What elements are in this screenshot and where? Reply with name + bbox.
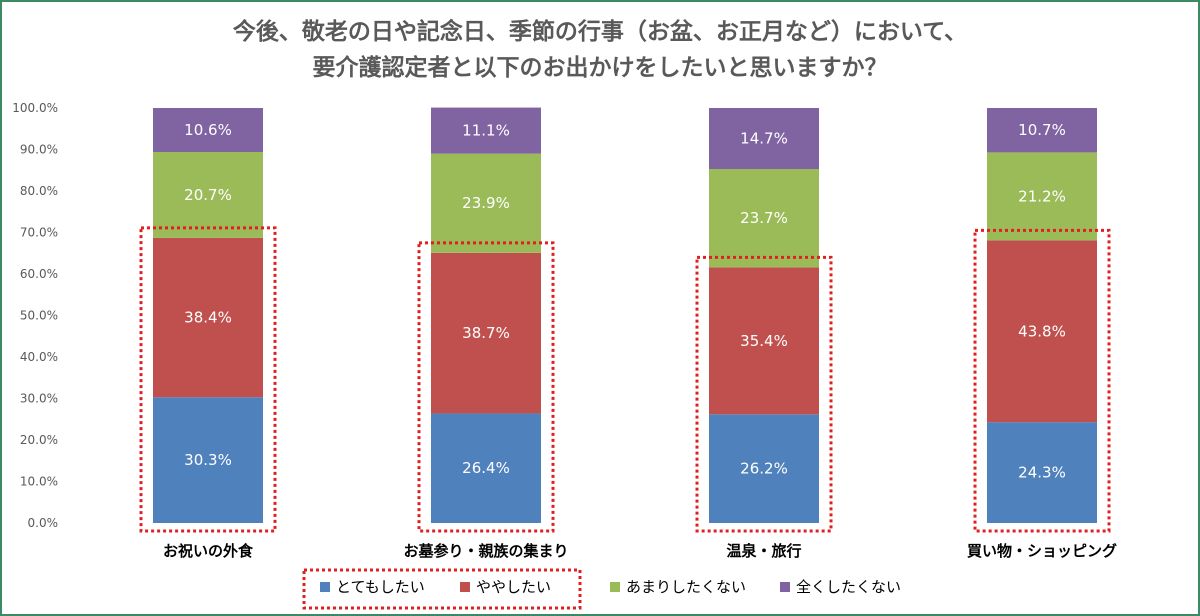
highlight-box-0 (139, 226, 277, 533)
data-label-0-3: 10.6% (184, 121, 232, 139)
legend-label-0: とてもしたい (336, 578, 425, 596)
bar-segment-0-0 (153, 397, 263, 523)
y-tick-label-5: 50.0% (20, 309, 58, 323)
bar-segment-2-2 (709, 169, 819, 268)
y-tick-label-7: 70.0% (20, 226, 58, 240)
legend-swatch-0 (320, 582, 330, 592)
highlight-box-1 (417, 241, 555, 533)
data-label-0-2: 20.7% (184, 186, 232, 204)
bar-segment-2-3 (709, 108, 819, 170)
data-label-0-1: 38.4% (184, 309, 232, 327)
legend-label-3: 全くしたくない (796, 578, 901, 596)
bar-segment-0-2 (153, 151, 263, 238)
data-label-2-0: 26.2% (740, 460, 788, 478)
legend-label-1: ややしたい (476, 578, 551, 596)
chart-title-line-2: 要介護認定者と以下のお出かけをしたいと思いますか？ (312, 55, 888, 81)
y-tick-label-4: 40.0% (20, 350, 58, 364)
legend-swatch-2 (610, 582, 620, 592)
y-tick-label-2: 20.0% (20, 433, 58, 447)
legend-swatch-1 (460, 582, 470, 592)
data-label-2-3: 14.7% (740, 130, 788, 148)
data-label-1-3: 11.1% (462, 122, 510, 140)
y-tick-label-3: 30.0% (20, 392, 58, 406)
bar-segment-3-0 (987, 422, 1097, 523)
data-label-2-1: 35.4% (740, 332, 788, 350)
legend-swatch-3 (780, 582, 790, 592)
bar-segment-2-1 (709, 267, 819, 415)
y-tick-label-8: 80.0% (20, 184, 58, 198)
data-label-0-0: 30.3% (184, 451, 232, 469)
y-tick-label-9: 90.0% (20, 143, 58, 157)
highlight-box-2 (695, 255, 833, 533)
legend-highlight-box (302, 568, 582, 610)
y-tick-label-6: 60.0% (20, 267, 58, 281)
bar-segment-1-0 (431, 413, 541, 523)
data-label-3-3: 10.7% (1018, 121, 1066, 139)
chart-title-line-1: 今後、敬老の日や記念日、季節の行事（お盆、お正月など）において、 (232, 19, 968, 45)
y-tick-label-10: 100.0% (12, 101, 58, 115)
y-tick-label-0: 0.0% (28, 516, 59, 530)
bar-segment-3-3 (987, 108, 1097, 153)
bar-segment-3-1 (987, 240, 1097, 423)
chart-title: 今後、敬老の日や記念日、季節の行事（お盆、お正月など）において、 要介護認定者と… (2, 14, 1198, 86)
x-category-label-0: お祝いの外食 (163, 542, 254, 560)
x-category-label-3: 買い物・ショッピング (967, 542, 1117, 560)
data-label-1-2: 23.9% (462, 194, 510, 212)
highlight-box-3 (973, 228, 1111, 533)
bar-segment-3-2 (987, 152, 1097, 241)
data-label-3-1: 43.8% (1018, 322, 1066, 340)
data-label-3-2: 21.2% (1018, 187, 1066, 205)
data-label-3-0: 24.3% (1018, 464, 1066, 482)
bar-segment-0-3 (153, 108, 263, 152)
y-tick-label-1: 10.0% (20, 475, 58, 489)
bar-segment-1-1 (431, 252, 541, 414)
data-label-1-0: 26.4% (462, 459, 510, 477)
bar-segment-0-1 (153, 237, 263, 398)
x-category-label-2: 温泉・旅行 (726, 542, 801, 560)
x-category-label-1: お墓参り・親族の集まり (403, 542, 568, 560)
data-label-2-2: 23.7% (740, 209, 788, 227)
bar-segment-2-0 (709, 414, 819, 523)
legend-label-2: あまりしたくない (626, 578, 746, 596)
data-label-1-1: 38.7% (462, 324, 510, 342)
bar-segment-1-3 (431, 107, 541, 154)
bar-segment-1-2 (431, 153, 541, 253)
